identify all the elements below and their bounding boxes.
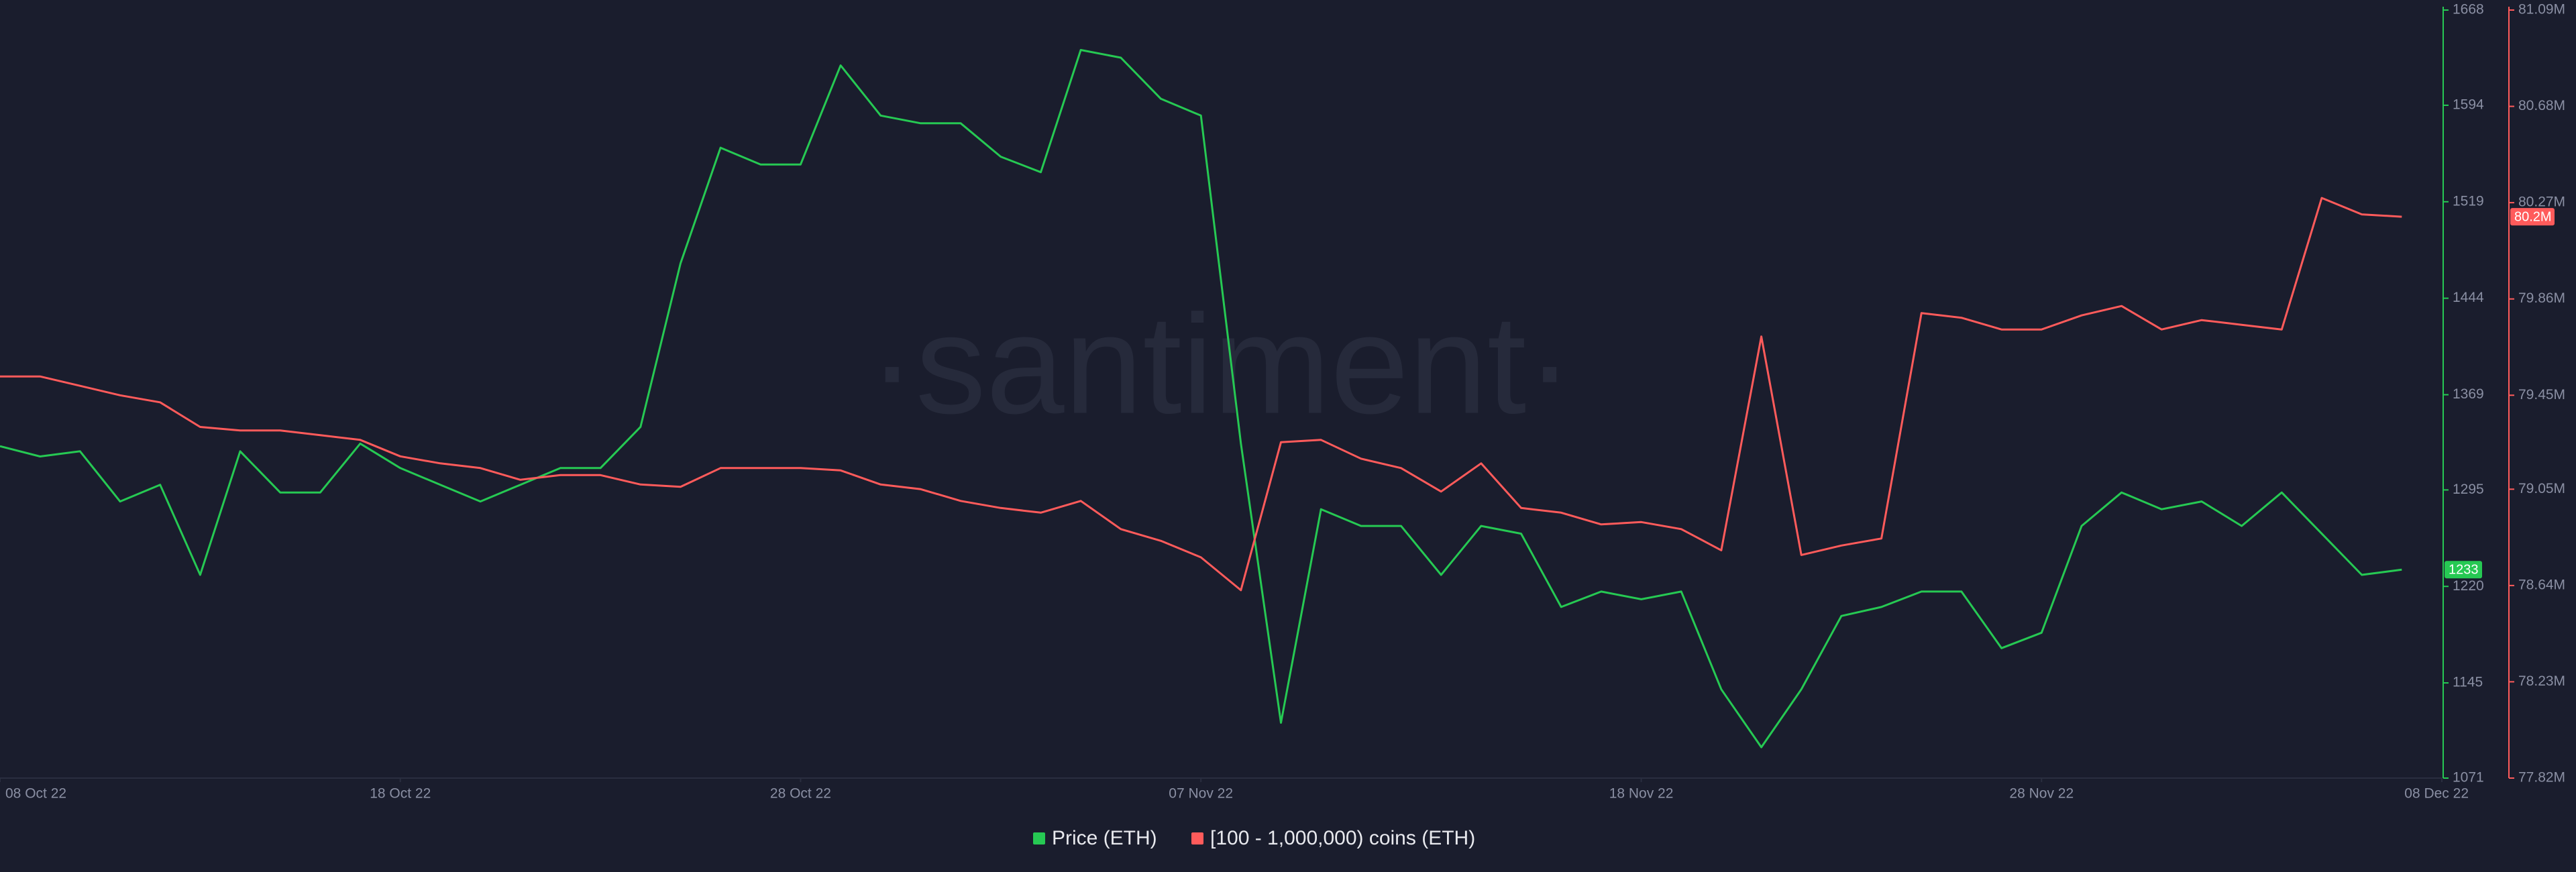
series-line (0, 49, 2402, 749)
series-line (0, 197, 2402, 592)
y-tick-label: 1369 (2453, 386, 2484, 402)
y-tick-label: 1295 (2453, 482, 2484, 497)
last-value-badge (2510, 208, 2555, 226)
y2-tick-label: 78.64M (2518, 577, 2565, 592)
legend-label: Price (ETH) (1052, 827, 1157, 849)
x-tick-label: 08 Oct 22 (5, 786, 66, 802)
y2-tick-label: 79.86M (2518, 290, 2565, 306)
y-tick-label: 1145 (2453, 675, 2483, 690)
y2-tick-label: 80.27M (2518, 195, 2565, 210)
last-value-label: 1233 (2449, 563, 2479, 578)
y-tick-label: 1444 (2453, 290, 2484, 305)
y-tick-label: 1668 (2453, 2, 2484, 17)
x-tick-label: 08 Dec 22 (2404, 786, 2469, 802)
last-value-label: 80.2M (2514, 209, 2552, 224)
y2-tick-label: 78.23M (2518, 673, 2565, 689)
y2-tick-label: 77.82M (2518, 770, 2565, 785)
legend-label: [100 - 1,000,000) coins (ETH) (1210, 827, 1475, 849)
watermark: ·santiment· (869, 285, 1573, 443)
x-tick-label: 18 Nov 22 (1609, 786, 1674, 802)
last-value-badge (2445, 561, 2482, 579)
y-tick-label: 1071 (2453, 770, 2484, 785)
x-tick-label: 07 Nov 22 (1169, 786, 1233, 802)
x-tick-label: 28 Oct 22 (770, 786, 831, 802)
y2-tick-label: 79.45M (2518, 387, 2565, 402)
y2-tick-label: 81.09M (2518, 2, 2565, 17)
x-tick-label: 28 Nov 22 (2009, 786, 2074, 802)
y2-tick-label: 80.68M (2518, 98, 2565, 113)
y-tick-label: 1594 (2453, 97, 2484, 112)
legend-swatch (1191, 832, 1203, 844)
y2-tick-label: 79.05M (2518, 481, 2565, 496)
y-tick-label: 1220 (2453, 578, 2484, 594)
y-tick-label: 1519 (2453, 193, 2484, 209)
x-tick-label: 18 Oct 22 (370, 786, 431, 802)
legend-swatch (1033, 832, 1045, 844)
